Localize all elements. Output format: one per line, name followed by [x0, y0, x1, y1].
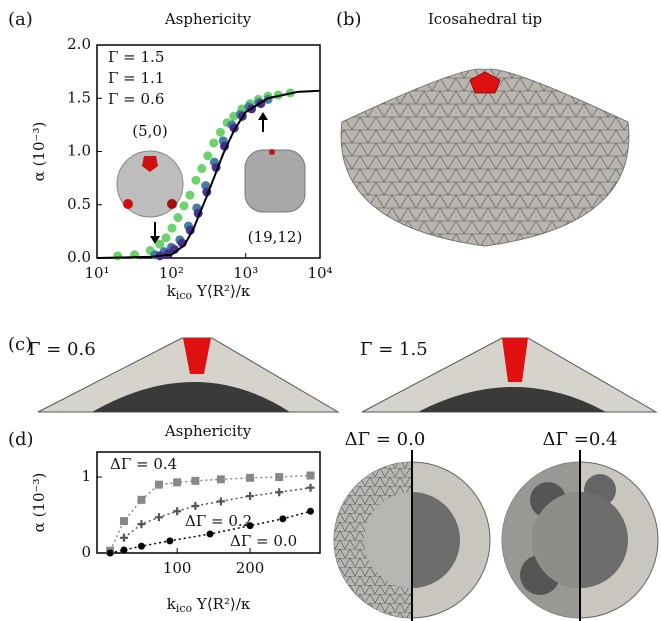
panel-label: (a)	[8, 9, 33, 30]
marker	[167, 224, 176, 233]
y-tick-label: 0	[81, 543, 91, 561]
figure: (a) (b) (c) (d) Icosahedral tip Γ = 0.6 …	[0, 0, 661, 621]
x-tick-label: 10¹	[84, 264, 109, 282]
x-axis-label-part: ico	[176, 289, 193, 302]
chart-title: Asphericity	[164, 10, 252, 28]
marker	[120, 534, 128, 542]
legend-label: ΔΓ = 0.4	[110, 455, 177, 473]
marker	[173, 478, 181, 486]
y-tick-label: 0.0	[67, 248, 91, 266]
x-tick-label: 10⁴	[307, 264, 332, 282]
marker	[275, 488, 283, 496]
marker	[166, 537, 173, 544]
marker	[217, 475, 225, 483]
marker	[138, 543, 145, 550]
marker	[137, 496, 145, 504]
marker	[120, 517, 128, 525]
marker	[217, 497, 225, 505]
marker	[179, 201, 188, 210]
page: (a) (b) (c) (d) Icosahedral tip Γ = 0.6 …	[0, 0, 661, 621]
y-tick-label: 1	[81, 467, 91, 485]
marker	[191, 477, 199, 485]
y-tick-label: 1.0	[67, 142, 91, 160]
marker	[174, 213, 183, 222]
x-tick-label: 10²	[159, 264, 184, 282]
y-tick-label: 0.5	[67, 195, 91, 213]
x-axis-label-part: ico	[176, 602, 193, 615]
x-tick-label: 200	[236, 559, 265, 577]
marker	[191, 502, 199, 510]
image-label: ΔΓ =0.4	[543, 429, 618, 450]
sphere-render	[334, 450, 658, 621]
x-axis-label: kico Y⟨R²⟩/κ	[167, 595, 251, 615]
marker	[191, 176, 200, 185]
x-axis-label-part: Y⟨R²⟩/κ	[192, 282, 251, 300]
marker	[209, 138, 218, 147]
marker	[246, 492, 254, 500]
y-tick-label: 2.0	[67, 35, 91, 53]
marker	[216, 128, 225, 137]
marker	[247, 522, 254, 529]
annotation: (5,0)	[132, 122, 168, 140]
marker	[307, 472, 315, 480]
marker	[173, 507, 181, 515]
marker	[120, 546, 127, 553]
marker	[246, 474, 254, 482]
panel-label: (d)	[8, 429, 34, 450]
marker	[185, 191, 194, 200]
x-axis-label-part: Y⟨R²⟩/κ	[192, 595, 251, 613]
y-axis-label: α (10⁻³)	[30, 473, 48, 533]
panel-title: Icosahedral tip	[428, 10, 542, 28]
marker	[197, 164, 206, 173]
image-label: ΔΓ = 0.0	[345, 429, 426, 450]
image-label: Γ = 1.5	[360, 339, 428, 360]
marker	[279, 515, 286, 522]
marker	[162, 233, 171, 242]
legend-label: Γ = 0.6	[108, 90, 164, 108]
marker	[206, 531, 213, 538]
legend-label: ΔΓ = 0.2	[185, 512, 252, 530]
legend-label: Γ = 1.5	[108, 48, 164, 66]
legend-label: Γ = 1.1	[108, 69, 164, 87]
marker	[275, 473, 283, 481]
marker	[107, 550, 114, 557]
marker	[203, 151, 212, 160]
marker	[113, 251, 122, 260]
chart-title: Asphericity	[164, 422, 252, 440]
marker	[137, 520, 145, 528]
x-tick-label: 10³	[233, 264, 258, 282]
marker	[155, 481, 163, 489]
cone-render	[341, 69, 629, 246]
annotation: (19,12)	[248, 228, 303, 246]
marker	[155, 513, 163, 521]
image-label: Γ = 0.6	[28, 339, 96, 360]
y-axis-label: α (10⁻³)	[30, 122, 48, 182]
marker	[307, 484, 315, 492]
section-render	[38, 338, 656, 412]
marker	[307, 508, 314, 515]
y-tick-label: 1.5	[67, 88, 91, 106]
x-tick-label: 100	[163, 559, 192, 577]
x-axis-label: kico Y⟨R²⟩/κ	[167, 282, 251, 302]
legend-label: ΔΓ = 0.0	[230, 532, 297, 550]
panel-label: (b)	[336, 9, 362, 30]
